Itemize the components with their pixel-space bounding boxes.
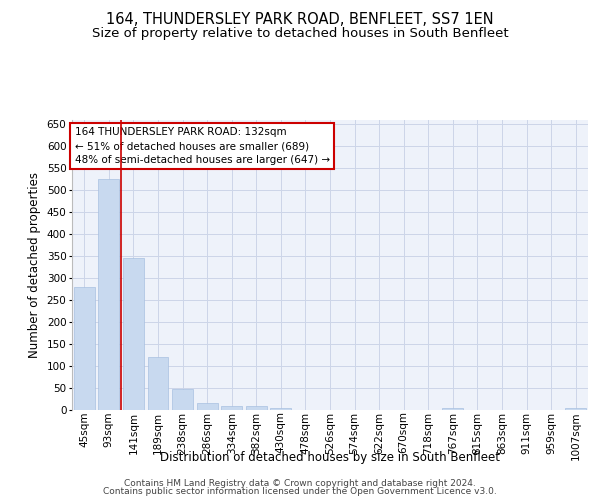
Bar bbox=[197, 403, 218, 410]
Text: Contains HM Land Registry data © Crown copyright and database right 2024.: Contains HM Land Registry data © Crown c… bbox=[124, 478, 476, 488]
Bar bbox=[148, 358, 169, 410]
Bar bbox=[565, 408, 586, 410]
Bar bbox=[442, 408, 463, 410]
Text: 164 THUNDERSLEY PARK ROAD: 132sqm
← 51% of detached houses are smaller (689)
48%: 164 THUNDERSLEY PARK ROAD: 132sqm ← 51% … bbox=[74, 127, 330, 165]
Text: Distribution of detached houses by size in South Benfleet: Distribution of detached houses by size … bbox=[160, 451, 500, 464]
Text: Size of property relative to detached houses in South Benfleet: Size of property relative to detached ho… bbox=[92, 28, 508, 40]
Bar bbox=[74, 287, 95, 410]
Bar bbox=[221, 406, 242, 410]
Bar bbox=[172, 390, 193, 410]
Bar bbox=[246, 406, 267, 410]
Bar bbox=[271, 408, 292, 410]
Text: Contains public sector information licensed under the Open Government Licence v3: Contains public sector information licen… bbox=[103, 487, 497, 496]
Bar bbox=[123, 258, 144, 410]
Bar bbox=[98, 180, 119, 410]
Y-axis label: Number of detached properties: Number of detached properties bbox=[28, 172, 41, 358]
Text: 164, THUNDERSLEY PARK ROAD, BENFLEET, SS7 1EN: 164, THUNDERSLEY PARK ROAD, BENFLEET, SS… bbox=[106, 12, 494, 28]
